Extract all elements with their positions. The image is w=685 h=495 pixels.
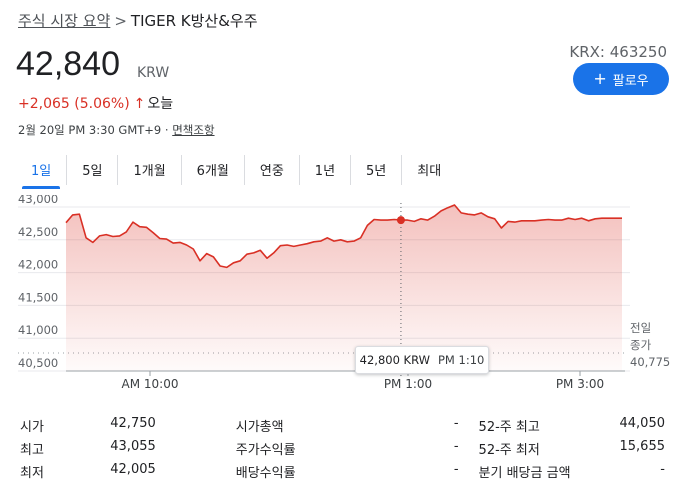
stat-value: 43,055 [110,439,156,454]
previous-close-label: 전일 종가 40,775 [630,320,670,371]
follow-button-label: 팔로우 [612,73,649,89]
stat-cell: 52-주 최고 44,050 [479,416,665,435]
stat-value: - [453,439,459,454]
stats-row: 시가 42,750 시가총액 - 52-주 최고 44,050 [20,414,665,437]
stat-label: 분기 배당금 금액 [478,466,571,481]
price-line [65,204,622,269]
current-price: 42,840 [16,45,120,83]
tab-range[interactable]: 최대 [417,164,442,179]
stat-label: 시가총액 [235,420,284,435]
y-tick-label: 43,000 [18,195,58,206]
stat-value: 15,655 [619,439,666,454]
stat-label: 52-주 최고 [478,420,540,435]
stat-label: 주가수익률 [235,443,296,458]
tab-range[interactable]: 1일 [16,155,68,189]
tab-range[interactable]: 연중 [245,155,300,185]
range-tabs: 1일 5일 1개월 6개월 연중 1년 5년 최대 [16,155,456,189]
x-tick-label: PM 3:00 [556,377,604,391]
stat-value: - [660,462,665,477]
tooltip-time: PM 1:10 [438,353,485,367]
chart-tooltip: 42,800 KRW PM 1:10 [355,346,489,374]
tab-range[interactable]: 1년 [300,155,352,185]
stat-cell: 시가총액 - [236,416,459,435]
tab-range[interactable]: 5일 [67,155,119,185]
stat-cell: 최저 42,005 [20,462,156,481]
stat-label: 배당수익률 [235,466,296,481]
price-area [66,205,622,371]
price-change-value: +2,065 (5.06%) [18,96,130,112]
key-stats-table: 시가 42,750 시가총액 - 52-주 최고 44,050 최고 43,055 주가수익률 -… [20,414,665,483]
tooltip-price: 42,800 KRW [359,353,430,367]
x-tick-label: PM 1:00 [384,377,432,391]
breadcrumb: 주식 시장 요약 > TIGER K방산&우주 [18,10,258,31]
arrow-up-icon: ↑ [133,96,146,112]
follow-button[interactable]: + 팔로우 [573,63,669,95]
stat-value: - [453,462,459,477]
stat-value: - [453,416,459,431]
price-chart[interactable]: 43,000 42,500 42,000 41,500 41,000 40,500 AM 1… [0,195,685,400]
plus-icon: + [593,69,607,88]
stat-value: 44,050 [619,416,666,431]
breadcrumb-separator: > [114,12,127,30]
exchange-ticker: KRX: 463250 [569,43,667,61]
breadcrumb-current: TIGER K방산&우주 [130,12,258,30]
y-tick-label: 42,000 [18,258,58,272]
stat-cell: 시가 42,750 [20,416,156,435]
y-tick-label: 41,000 [18,323,58,337]
previous-close-label-line1: 전일 [630,321,652,335]
stat-label: 52-주 최저 [478,443,540,458]
stat-cell: 배당수익률 - [236,462,459,481]
tab-range[interactable]: 6개월 [182,155,245,185]
stat-cell: 분기 배당금 금액 - [479,462,665,481]
quote-timestamp: 2월 20일 PM 3:30 GMT+9 · 면책조항 [18,122,215,138]
stat-cell: 52-주 최저 15,655 [479,439,665,458]
previous-close-label-line2: 종가 [630,338,652,352]
previous-close-value: 40,775 [630,355,671,369]
breadcrumb-parent-link[interactable]: 주식 시장 요약 [18,12,111,30]
stat-label: 시가 [20,420,44,435]
change-period: 오늘 [147,96,174,112]
y-tick-label: 41,500 [18,290,58,304]
stat-value: 42,005 [110,462,156,477]
stat-label: 최고 [20,443,44,458]
tab-range[interactable]: 5년 [351,155,403,185]
stat-label: 최저 [20,466,44,481]
tab-range[interactable]: 1개월 [118,155,182,185]
timestamp-text: 2월 20일 PM 3:30 GMT+9 · [18,123,173,137]
highlight-point [396,216,405,225]
stat-cell: 최고 43,055 [20,439,156,458]
stats-row: 최고 43,055 주가수익률 - 52-주 최저 15,655 [20,437,665,460]
price-change: +2,065 (5.06%) ↑ 오늘 [18,93,173,113]
disclaimer-link[interactable]: 면책조항 [172,123,215,137]
currency-label: KRW [137,65,170,81]
stat-value: 42,750 [110,416,156,431]
y-tick-label: 42,500 [18,225,58,239]
x-tick-label: AM 10:00 [122,377,179,391]
stat-cell: 주가수익률 - [236,439,459,458]
y-tick-label: 40,500 [18,356,58,370]
stats-row: 최저 42,005 배당수익률 - 분기 배당금 금액 - [20,460,665,483]
